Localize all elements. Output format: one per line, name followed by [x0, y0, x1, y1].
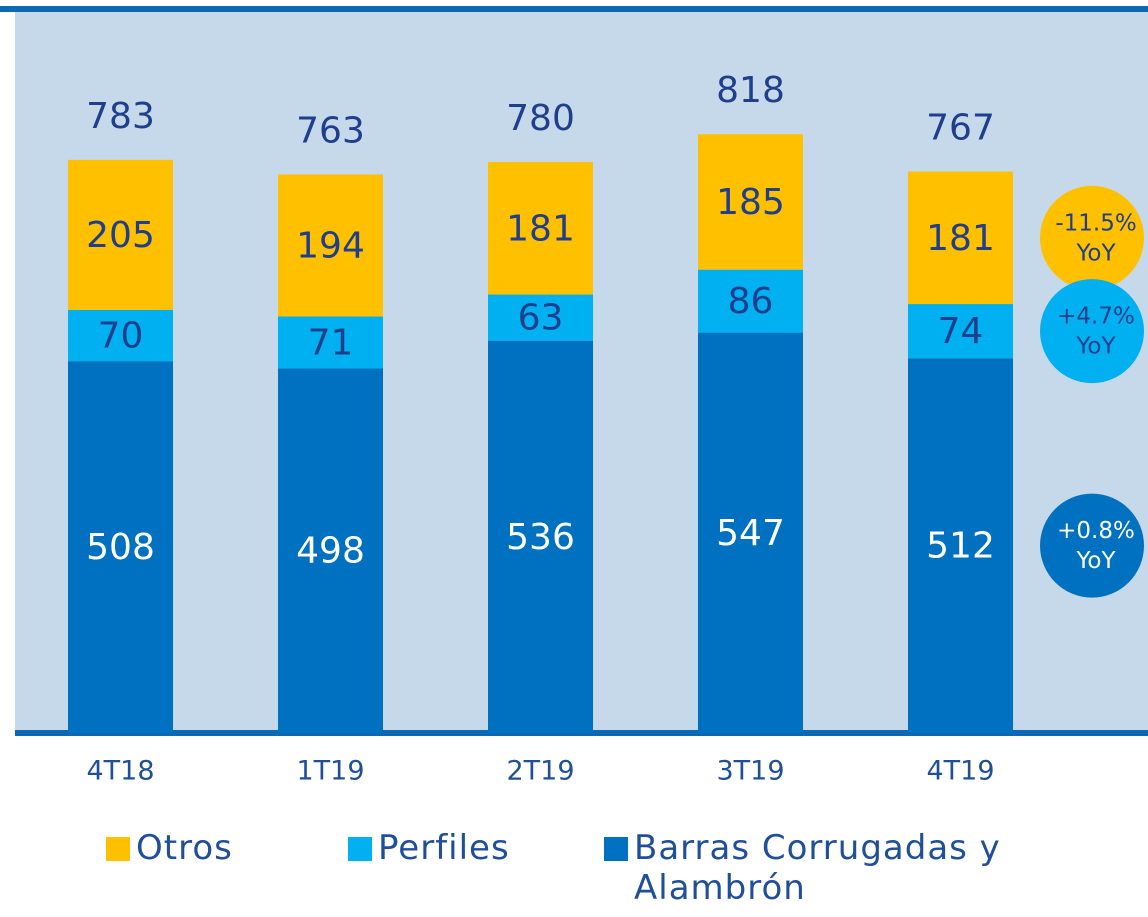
bar-segment [278, 174, 383, 317]
data-label: 74 [938, 311, 984, 352]
data-label: 181 [506, 208, 575, 249]
legend-item: Perfiles [348, 828, 568, 868]
x-tick-label: 3T19 [716, 756, 784, 787]
data-label: 194 [296, 225, 365, 266]
legend-swatch [604, 837, 628, 861]
data-label: 181 [926, 218, 995, 259]
yoy-badge [1040, 185, 1144, 290]
data-label: 86 [728, 281, 774, 322]
legend-swatch [106, 837, 130, 861]
data-label: 547 [716, 513, 785, 554]
data-label: 71 [308, 322, 354, 363]
data-label: 63 [518, 298, 564, 339]
total-label: 767 [926, 108, 995, 149]
bar-segment [68, 159, 173, 310]
legend-item: Barras Corrugadas y Alambrón [604, 828, 1004, 908]
total-label: 783 [86, 96, 155, 137]
legend: Otros Perfiles Barras Corrugadas y Alambró… [0, 828, 1148, 917]
data-label: 536 [506, 517, 575, 558]
x-tick-label: 4T18 [86, 756, 154, 787]
total-label: 818 [716, 70, 785, 111]
bar-segment [278, 316, 383, 369]
x-tick-label: 4T19 [926, 756, 994, 787]
bar-segment [908, 171, 1013, 305]
data-label: 70 [98, 316, 144, 357]
x-tick-label: 2T19 [506, 756, 574, 787]
x-tick-label: 1T19 [296, 756, 364, 787]
chart: 508 70 205 783 4T18 498 71 194 763 1T19 536 63 181 78… [0, 6, 1148, 787]
bar-segment [488, 162, 593, 295]
bar-segment [908, 358, 1013, 733]
bar-segment [908, 304, 1013, 359]
bar-segment [698, 269, 803, 333]
yoy-text: YoY [1075, 334, 1116, 360]
bar-segment [278, 368, 383, 733]
bar-segment [698, 134, 803, 270]
bar-segment [488, 340, 593, 733]
legend-item: Otros [106, 828, 306, 868]
legend-label: Perfiles [378, 828, 510, 868]
bar-segment [68, 309, 173, 362]
data-label: 508 [86, 527, 155, 568]
yoy-badge [1040, 493, 1144, 598]
data-label: 185 [716, 182, 785, 223]
total-label: 763 [296, 110, 365, 151]
yoy-text: +4.7% [1057, 304, 1135, 330]
top-rule [0, 6, 1148, 12]
legend-label: Otros [136, 828, 233, 868]
yoy-text: YoY [1075, 548, 1116, 574]
legend-label: Barras Corrugadas y Alambrón [634, 828, 1001, 908]
data-label: 512 [926, 526, 995, 567]
yoy-text: +0.8% [1057, 518, 1135, 544]
data-label: 205 [86, 215, 155, 256]
bar-segment [68, 361, 173, 733]
total-label: 780 [506, 98, 575, 139]
yoy-text: YoY [1075, 240, 1116, 266]
bar-segment [698, 332, 803, 733]
bar-segment [488, 294, 593, 341]
yoy-badge [1040, 279, 1144, 384]
yoy-text: -11.5% [1055, 210, 1136, 236]
legend-swatch [348, 837, 372, 861]
data-label: 498 [296, 531, 365, 572]
